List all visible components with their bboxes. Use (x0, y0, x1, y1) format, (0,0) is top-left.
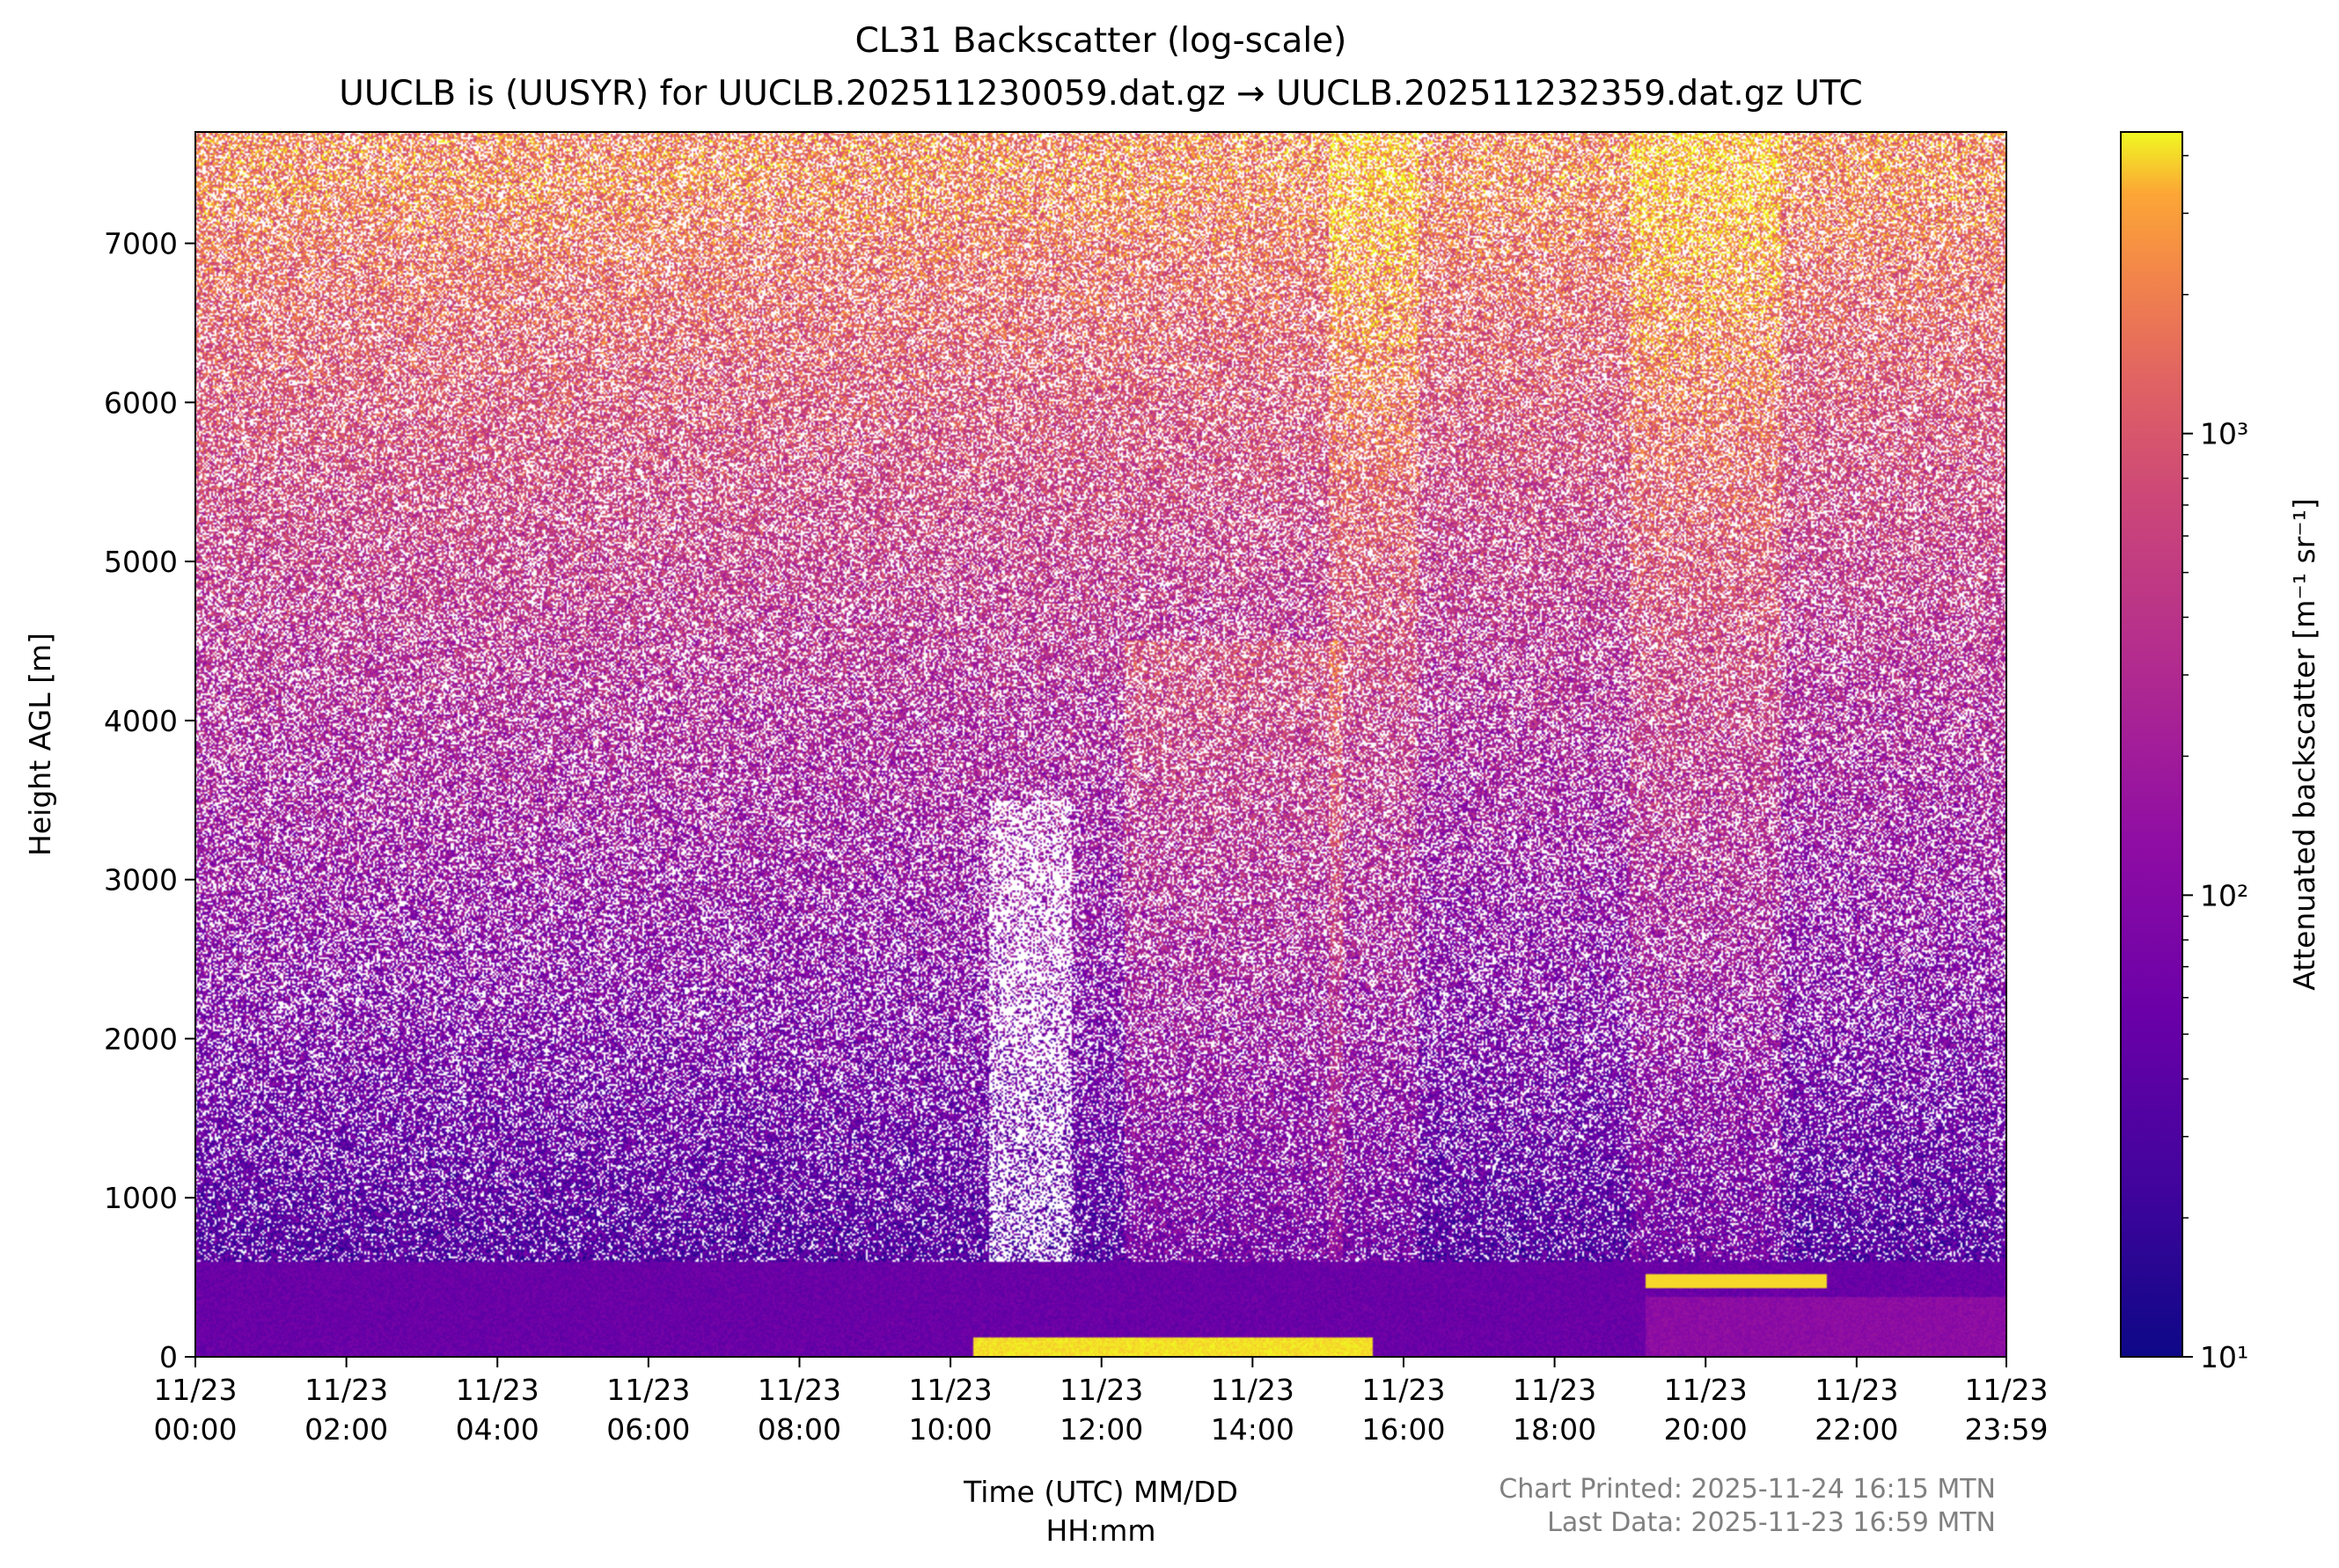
y-tick-label: 5000 (104, 545, 178, 579)
x-tick-label-date: 11/23 (1964, 1373, 2048, 1407)
x-tick-label-date: 11/23 (1664, 1373, 1748, 1407)
x-tick-label-date: 11/23 (153, 1373, 237, 1407)
colorbar-axis: 10¹ 10² 10³ (2182, 155, 2248, 1374)
colorbar-tick-label: 10¹ (2200, 1340, 2248, 1374)
backscatter-heatmap (195, 132, 2006, 1357)
y-tick-label: 7000 (104, 227, 178, 261)
x-tick-label-time: 12:00 (1060, 1412, 1143, 1447)
y-tick-label: 1000 (104, 1181, 178, 1215)
x-tick-label-date: 11/23 (1815, 1373, 1898, 1407)
y-axis: 0 1000 2000 3000 4000 5000 6000 7000 (104, 227, 195, 1374)
y-tick-label: 0 (159, 1340, 178, 1374)
x-tick-label-date: 11/23 (1361, 1373, 1445, 1407)
x-tick-label-date: 11/23 (304, 1373, 388, 1407)
last-data-note: Last Data: 2025-11-23 16:59 MTN (1547, 1507, 1996, 1538)
x-tick-label-time: 08:00 (758, 1412, 841, 1447)
y-tick-label: 6000 (104, 385, 178, 420)
x-tick-label-date: 11/23 (456, 1373, 539, 1407)
x-axis: 11/23 00:00 11/23 02:00 11/23 04:00 11/23 06:00… (153, 1357, 2049, 1447)
x-axis-label-line2: HH:mm (1045, 1513, 1155, 1548)
x-axis-label: Time (UTC) MM/DD (963, 1475, 1238, 1509)
x-tick-label-time: 23:59 (1964, 1412, 2048, 1447)
x-tick-label-date: 11/23 (606, 1373, 690, 1407)
chart-title: CL31 Backscatter (log-scale) (855, 21, 1347, 61)
x-tick-label-time: 20:00 (1664, 1412, 1748, 1447)
x-tick-label-time: 10:00 (909, 1412, 993, 1447)
x-tick-label-time: 18:00 (1513, 1412, 1596, 1447)
colorbar (2120, 131, 2183, 1358)
colorbar-tick-label: 10³ (2200, 417, 2248, 451)
x-tick-label-date: 11/23 (758, 1373, 841, 1407)
x-tick-label-date: 11/23 (1513, 1373, 1596, 1407)
y-tick-label: 2000 (104, 1022, 178, 1056)
chart-printed-note: Chart Printed: 2025-11-24 16:15 MTN (1499, 1474, 1996, 1505)
x-tick-label-date: 11/23 (909, 1373, 993, 1407)
colorbar-tick-label: 10² (2200, 878, 2248, 912)
x-tick-label-time: 02:00 (304, 1412, 388, 1447)
chart-subtitle: UUCLB is (UUSYR) for UUCLB.202511230059.… (339, 74, 1862, 114)
y-tick-label: 4000 (104, 704, 178, 738)
x-tick-label-time: 14:00 (1211, 1412, 1294, 1447)
x-tick-label-time: 06:00 (606, 1412, 690, 1447)
x-tick-label-time: 00:00 (153, 1412, 237, 1447)
x-tick-label-time: 16:00 (1361, 1412, 1445, 1447)
colorbar-label: Attenuated backscatter [m⁻¹ sr⁻¹] (2287, 498, 2321, 991)
x-tick-label-time: 22:00 (1815, 1412, 1898, 1447)
x-tick-label-date: 11/23 (1060, 1373, 1143, 1407)
x-tick-label-time: 04:00 (456, 1412, 539, 1447)
y-axis-label: Height AGL [m] (23, 633, 57, 856)
y-tick-label: 3000 (104, 863, 178, 898)
x-tick-label-date: 11/23 (1211, 1373, 1294, 1407)
